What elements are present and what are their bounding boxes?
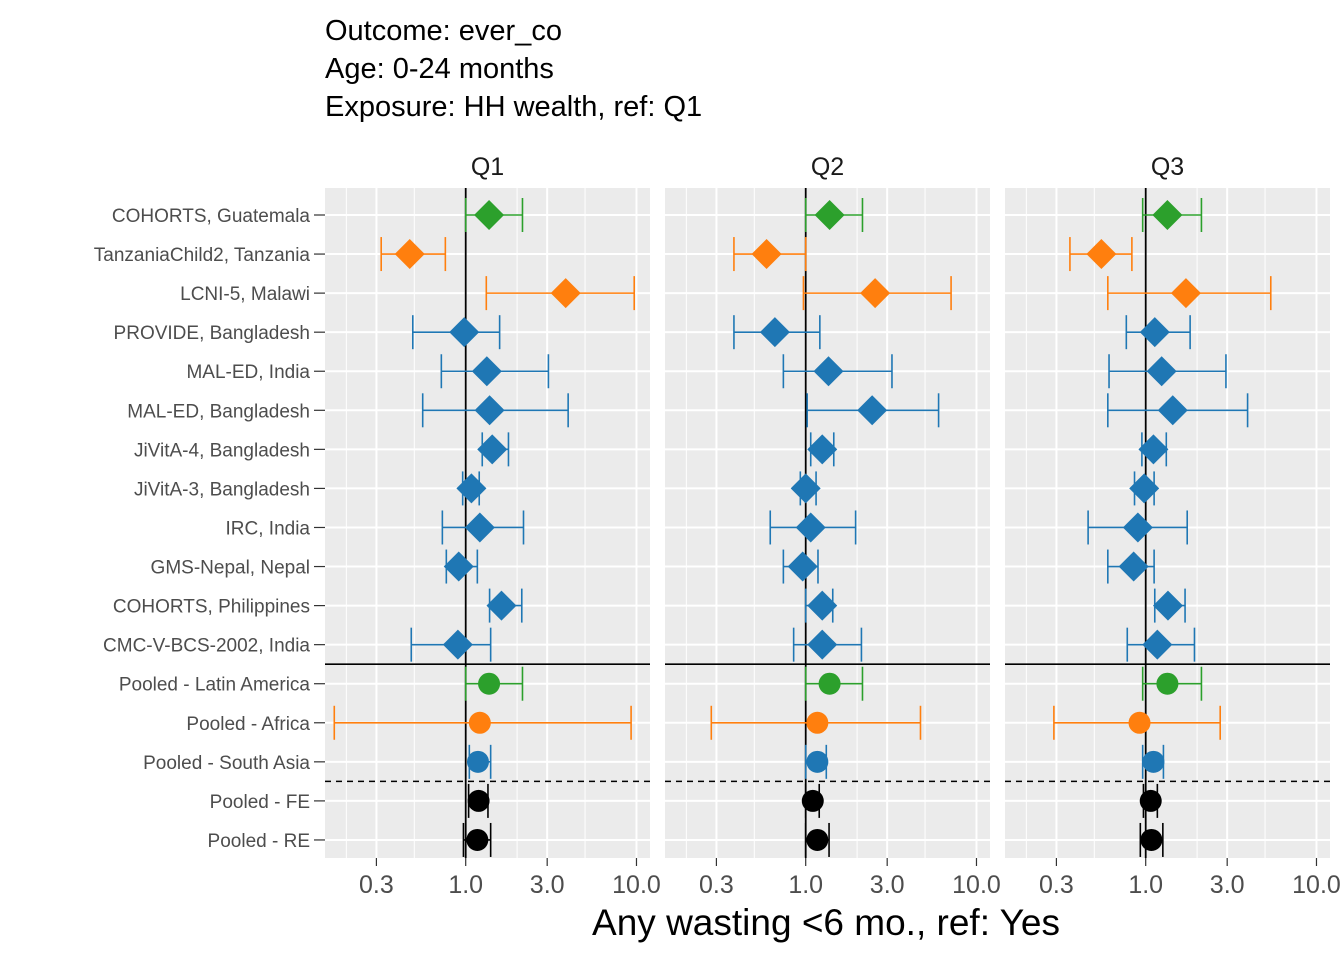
point-estimate-diamond [1142, 629, 1173, 660]
point-estimate-circle [806, 750, 829, 773]
facet-panels: Q1 0.3 1.0 3.0 10.0 Q2 0.3 1.0 3.0 10.0 Q3 0.3 1.0 3.… [325, 153, 1341, 899]
facet-label: Q3 [1151, 153, 1184, 181]
x-tick-label: 0.3 [699, 871, 734, 899]
panel-q1: Q1 0.3 1.0 3.0 10.0 [325, 153, 661, 899]
point-estimate-diamond [860, 278, 891, 309]
x-tick-label: 1.0 [1128, 871, 1163, 899]
point-estimate-circle [801, 789, 824, 812]
title-line-1: Outcome: ever_co [325, 15, 562, 47]
point-estimate-diamond [1129, 473, 1160, 504]
point-estimate-diamond [486, 590, 517, 621]
point-estimate-diamond [1122, 512, 1153, 543]
point-estimate-diamond [807, 629, 838, 660]
y-label-row: MAL-ED, India [186, 362, 310, 383]
x-tick-label: 3.0 [1210, 871, 1245, 899]
panel-background [665, 188, 990, 858]
y-label-row: MAL-ED, Bangladesh [127, 401, 310, 422]
point-estimate-diamond [814, 200, 845, 230]
point-estimate-diamond [443, 551, 474, 582]
y-label-row: Pooled - RE [208, 831, 310, 852]
point-estimate-diamond [751, 239, 782, 270]
point-estimate-diamond [1118, 551, 1149, 582]
point-estimate-diamond [1170, 278, 1201, 309]
panel-background [1005, 188, 1330, 858]
point-estimate-circle [1142, 750, 1165, 773]
point-estimate-circle [818, 672, 841, 695]
point-estimate-diamond [471, 356, 502, 387]
facet-label: Q2 [811, 153, 844, 181]
point-estimate-diamond [550, 278, 581, 309]
point-estimate-diamond [456, 473, 487, 504]
x-tick-label: 10.0 [612, 871, 661, 899]
y-label-row: IRC, India [226, 518, 311, 539]
y-label-row: GMS-Nepal, Nepal [151, 558, 310, 579]
point-estimate-diamond [759, 317, 790, 348]
point-estimate-diamond [477, 434, 508, 465]
x-tick-label: 10.0 [952, 871, 1001, 899]
point-estimate-diamond [474, 200, 505, 230]
x-tick-label: 10.0 [1292, 871, 1341, 899]
point-estimate-circle [1139, 789, 1162, 812]
point-estimate-diamond [464, 512, 495, 543]
title-line-2: Age: 0-24 months [325, 53, 554, 85]
point-estimate-diamond [1146, 356, 1177, 387]
x-tick-label: 0.3 [1039, 871, 1074, 899]
point-estimate-diamond [807, 434, 838, 465]
point-estimate-circle [468, 711, 491, 734]
point-estimate-diamond [449, 317, 480, 348]
point-estimate-circle [1156, 672, 1179, 695]
panel-q3: Q3 0.3 1.0 3.0 10.0 [1005, 153, 1341, 899]
y-label-row: COHORTS, Guatemala [112, 206, 311, 227]
point-estimate-circle [1140, 828, 1163, 851]
facet-label: Q1 [471, 153, 504, 181]
x-tick-label: 3.0 [870, 871, 905, 899]
point-estimate-diamond [795, 512, 826, 543]
x-tick-label: 0.3 [359, 871, 394, 899]
point-estimate-diamond [1152, 590, 1183, 621]
point-estimate-diamond [1157, 395, 1188, 426]
y-label-row: Pooled - South Asia [143, 753, 310, 774]
point-estimate-diamond [813, 356, 844, 387]
y-label-row: Pooled - Africa [186, 714, 310, 735]
y-label-row: PROVIDE, Bangladesh [114, 323, 310, 344]
y-label-row: Pooled - FE [210, 792, 310, 813]
point-estimate-circle [806, 828, 829, 851]
point-estimate-diamond [787, 551, 818, 582]
point-estimate-diamond [1138, 434, 1169, 465]
title-line-3: Exposure: HH wealth, ref: Q1 [325, 91, 702, 123]
y-axis-labels: COHORTS, Guatemala TanzaniaChild2, Tanzan… [94, 206, 325, 852]
point-estimate-diamond [1086, 239, 1117, 270]
point-estimate-circle [466, 750, 489, 773]
point-estimate-diamond [1152, 200, 1183, 230]
point-estimate-circle [478, 672, 501, 695]
y-label-row: Pooled - Latin America [119, 675, 311, 696]
x-axis-title: Any wasting <6 mo., ref: Yes [592, 902, 1060, 943]
y-label-row: TanzaniaChild2, Tanzania [94, 245, 311, 266]
point-estimate-circle [806, 711, 829, 734]
point-estimate-circle [466, 828, 489, 851]
point-estimate-circle [1128, 711, 1151, 734]
point-estimate-diamond [442, 629, 473, 660]
y-label-row: JiVitA-3, Bangladesh [134, 479, 310, 500]
x-tick-label: 3.0 [530, 871, 565, 899]
chart-title: Outcome: ever_co Age: 0-24 months Exposu… [325, 15, 702, 123]
point-estimate-diamond [807, 590, 838, 621]
point-estimate-diamond [394, 239, 425, 270]
point-estimate-diamond [790, 473, 821, 504]
panel-q2: Q2 0.3 1.0 3.0 10.0 [665, 153, 1001, 899]
point-estimate-diamond [1139, 317, 1170, 348]
point-estimate-diamond [857, 395, 888, 426]
point-estimate-diamond [474, 395, 505, 426]
y-label-row: JiVitA-4, Bangladesh [134, 440, 310, 461]
y-label-row: CMC-V-BCS-2002, India [103, 636, 310, 657]
point-estimate-circle [467, 789, 490, 812]
x-tick-label: 1.0 [448, 871, 483, 899]
y-label-row: LCNI-5, Malawi [180, 284, 310, 305]
y-label-row: COHORTS, Philippines [113, 597, 310, 618]
x-tick-label: 1.0 [788, 871, 823, 899]
